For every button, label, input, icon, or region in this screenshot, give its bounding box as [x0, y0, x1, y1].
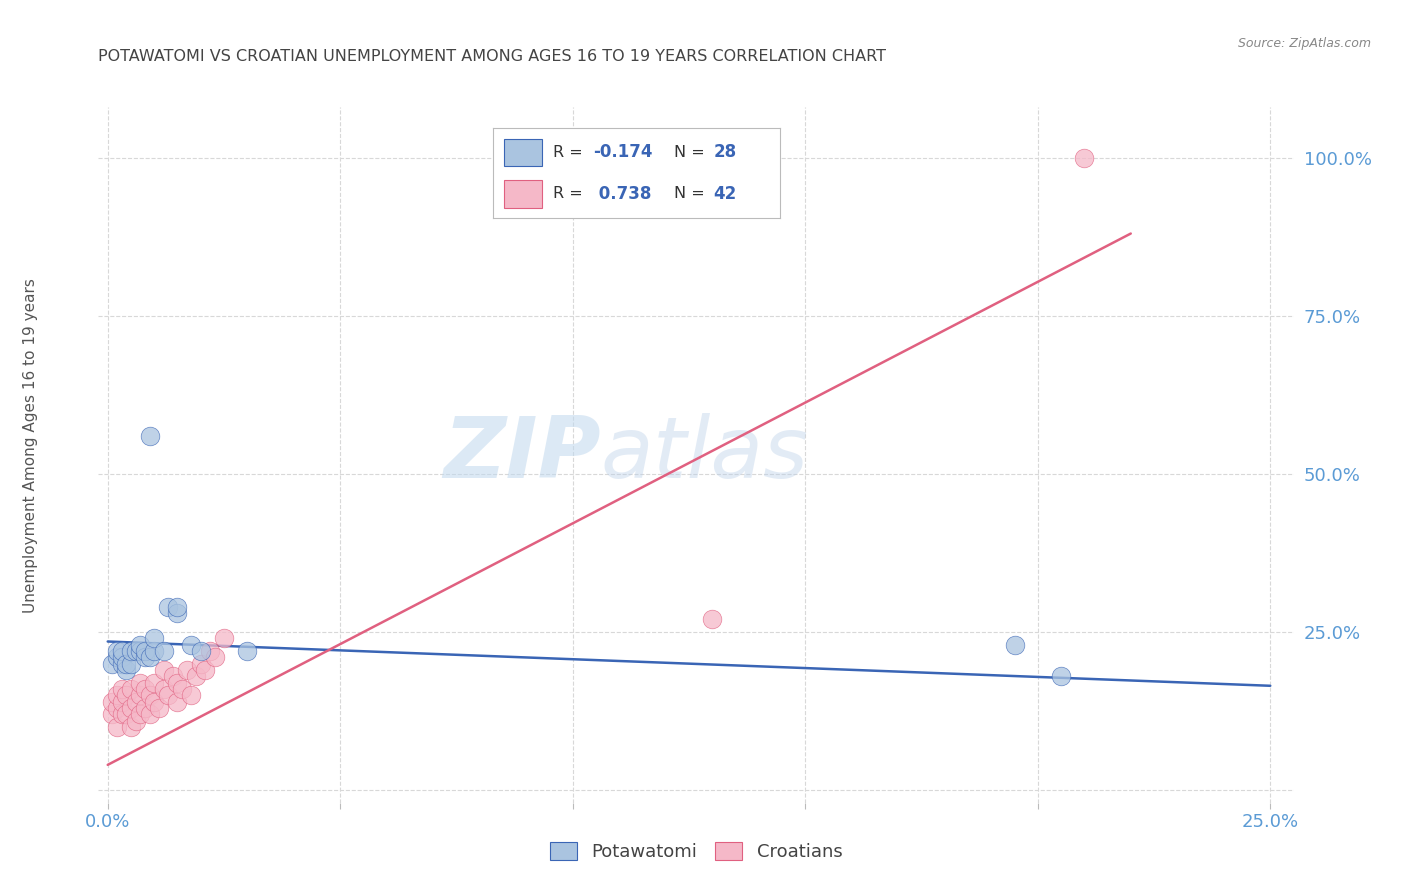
- Point: [101, 695, 124, 709]
- Point: [190, 644, 212, 658]
- Point: [101, 657, 124, 671]
- Point: [702, 612, 724, 626]
- Point: [148, 701, 170, 715]
- Point: [134, 681, 156, 696]
- Point: [129, 638, 152, 652]
- Point: [1050, 669, 1073, 683]
- Point: [138, 650, 160, 665]
- Point: [129, 688, 152, 702]
- Point: [105, 701, 128, 715]
- Point: [129, 644, 152, 658]
- Point: [124, 644, 146, 658]
- Point: [194, 663, 217, 677]
- Point: [138, 707, 160, 722]
- Text: Unemployment Among Ages 16 to 19 years: Unemployment Among Ages 16 to 19 years: [24, 278, 38, 614]
- Point: [111, 657, 134, 671]
- Point: [162, 669, 184, 683]
- Point: [111, 644, 134, 658]
- Point: [115, 663, 138, 677]
- Point: [111, 695, 134, 709]
- Point: [111, 681, 134, 696]
- Point: [115, 688, 138, 702]
- Point: [105, 644, 128, 658]
- Point: [176, 663, 198, 677]
- Point: [111, 650, 134, 665]
- Point: [157, 599, 180, 614]
- Point: [204, 650, 226, 665]
- Point: [138, 429, 160, 443]
- Point: [105, 688, 128, 702]
- Text: Source: ZipAtlas.com: Source: ZipAtlas.com: [1237, 37, 1371, 51]
- Point: [143, 644, 166, 658]
- Point: [166, 695, 188, 709]
- Point: [101, 707, 124, 722]
- Point: [124, 695, 146, 709]
- Point: [198, 644, 221, 658]
- Point: [129, 707, 152, 722]
- Point: [134, 644, 156, 658]
- Point: [143, 632, 166, 646]
- Point: [105, 650, 128, 665]
- Point: [120, 681, 142, 696]
- Point: [129, 675, 152, 690]
- Point: [120, 720, 142, 734]
- Point: [134, 650, 156, 665]
- Point: [166, 599, 188, 614]
- Point: [166, 675, 188, 690]
- Text: ZIP: ZIP: [443, 413, 600, 497]
- Point: [152, 644, 174, 658]
- Point: [157, 688, 180, 702]
- Point: [138, 688, 160, 702]
- Point: [134, 701, 156, 715]
- Point: [111, 707, 134, 722]
- Point: [172, 681, 194, 696]
- Point: [120, 657, 142, 671]
- Point: [152, 681, 174, 696]
- Point: [120, 701, 142, 715]
- Point: [190, 657, 212, 671]
- Point: [143, 695, 166, 709]
- Point: [1004, 638, 1026, 652]
- Point: [180, 638, 202, 652]
- Point: [143, 675, 166, 690]
- Point: [124, 714, 146, 728]
- Point: [1073, 151, 1095, 165]
- Point: [105, 720, 128, 734]
- Legend: Potawatomi, Croatians: Potawatomi, Croatians: [540, 833, 852, 871]
- Point: [115, 657, 138, 671]
- Point: [152, 663, 174, 677]
- Point: [212, 632, 235, 646]
- Point: [120, 644, 142, 658]
- Text: atlas: atlas: [600, 413, 808, 497]
- Point: [184, 669, 207, 683]
- Point: [236, 644, 259, 658]
- Point: [180, 688, 202, 702]
- Point: [115, 707, 138, 722]
- Text: POTAWATOMI VS CROATIAN UNEMPLOYMENT AMONG AGES 16 TO 19 YEARS CORRELATION CHART: POTAWATOMI VS CROATIAN UNEMPLOYMENT AMON…: [98, 49, 886, 64]
- Point: [166, 606, 188, 620]
